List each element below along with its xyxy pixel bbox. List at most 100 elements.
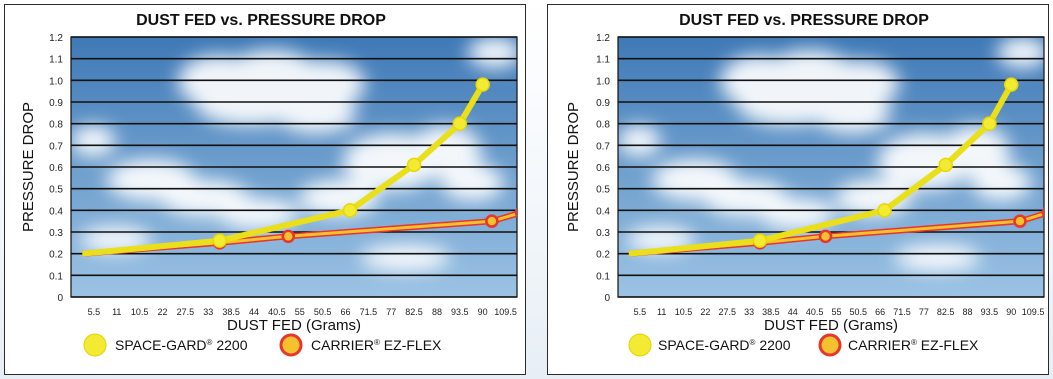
y-tick-label: 0.7 bbox=[596, 141, 610, 152]
legend-label-tail: EZ-FLEX bbox=[917, 337, 979, 353]
x-tick-label: 11 bbox=[112, 307, 121, 317]
y-tick-label: 0 bbox=[57, 293, 63, 304]
legend-label-carrier: CARRIER® EZ-FLEX bbox=[848, 337, 979, 353]
y-tick-label: 0.6 bbox=[49, 163, 63, 174]
x-tick-label: 71.5 bbox=[893, 307, 911, 317]
x-tick-label: 27.5 bbox=[177, 307, 195, 317]
carrier-ez-flex-point bbox=[818, 229, 833, 244]
x-tick-label: 5.5 bbox=[634, 307, 647, 317]
legend-label-main: SPACE-GARD bbox=[658, 337, 750, 353]
x-tick-label: 55 bbox=[295, 307, 305, 317]
y-tick-label: 0.4 bbox=[49, 206, 63, 217]
y-tick-label: 0.8 bbox=[49, 120, 63, 131]
x-tick-label: 5.5 bbox=[88, 307, 101, 317]
space-gard-2200-point bbox=[877, 203, 892, 218]
x-tick-label: 27.5 bbox=[718, 307, 736, 317]
x-tick-label: 82.5 bbox=[937, 307, 955, 317]
y-tick-label: 1.2 bbox=[49, 33, 63, 44]
x-tick-label: 66 bbox=[875, 307, 885, 317]
chart-title: DUST FED vs. PRESSURE DROP bbox=[679, 12, 929, 29]
x-tick-label: 77 bbox=[919, 307, 929, 317]
x-tick-label: 93.5 bbox=[451, 307, 469, 317]
y-tick-label: 0.6 bbox=[596, 163, 610, 174]
space-gard-2200-line bbox=[628, 83, 1014, 257]
x-tick-label: 10.5 bbox=[131, 307, 149, 317]
x-axis-label: DUST FED (Grams) bbox=[227, 317, 361, 334]
x-tick-label: 109.5 bbox=[1022, 307, 1045, 317]
legend-label-sup: ® bbox=[911, 338, 917, 347]
y-tick-label: 0.1 bbox=[49, 271, 63, 282]
space-gard-2200-point bbox=[1003, 77, 1019, 92]
chart-right: 0 0.1 0.2 0.3 0.4 0.5 0.6 0.7 0.8 0.9 1.0 1.1 1.2 5.5… bbox=[565, 12, 1045, 357]
x-tick-label: 10.5 bbox=[675, 307, 693, 317]
y-tick-label: 1.1 bbox=[596, 55, 610, 66]
plot-border bbox=[70, 36, 518, 298]
y-tick-label: 0.3 bbox=[49, 228, 63, 239]
x-tick-label: 109.5 bbox=[494, 307, 517, 317]
cloud-background bbox=[618, 37, 1044, 271]
carrier-ez-flex-point bbox=[1013, 214, 1027, 228]
space-gard-2200-point bbox=[212, 233, 227, 248]
x-tick-label: 38.5 bbox=[222, 307, 240, 317]
space-gard-2200-point bbox=[982, 116, 997, 131]
y-tick-label: 0.3 bbox=[596, 228, 610, 239]
y-tick-label: 0.1 bbox=[596, 271, 610, 282]
x-tick-label: 38.5 bbox=[762, 307, 780, 317]
legend-label-tail: 2200 bbox=[755, 337, 790, 353]
x-tick-label: 55 bbox=[831, 307, 841, 317]
legend-marker-space-gard bbox=[83, 333, 107, 357]
x-tick-label: 22 bbox=[157, 307, 167, 317]
carrier-ez-flex-point bbox=[485, 214, 499, 228]
x-tick-label: 71.5 bbox=[360, 307, 378, 317]
legend-marker-carrier bbox=[279, 333, 303, 357]
y-tick-label: 0.4 bbox=[596, 206, 610, 217]
legend-label-tail: EZ-FLEX bbox=[380, 337, 442, 353]
y-tick-label: 1.2 bbox=[596, 33, 610, 44]
carrier-ez-flex-point bbox=[281, 229, 296, 244]
x-tick-label: 88 bbox=[432, 307, 442, 317]
space-gard-2200-point bbox=[752, 233, 768, 248]
plot-border bbox=[617, 36, 1045, 298]
x-tick-label: 33 bbox=[203, 307, 213, 317]
x-tick-label: 11 bbox=[657, 307, 666, 317]
legend-label-space-gard: SPACE-GARD® 2200 bbox=[658, 337, 791, 353]
chart-title: DUST FED vs. PRESSURE DROP bbox=[136, 12, 386, 29]
chart-panel-right: 0 0.1 0.2 0.3 0.4 0.5 0.6 0.7 0.8 0.9 1.0 1.1 1.2 5.5… bbox=[547, 4, 1049, 375]
chart-left: 0 0.1 0.2 0.3 0.4 0.5 0.6 0.7 0.8 0.9 1.0 1.1 1.2 5.5… bbox=[20, 12, 518, 357]
x-tick-label: 40.5 bbox=[268, 307, 286, 317]
x-tick-label: 44 bbox=[788, 307, 798, 317]
chart-panel-left: 0 0.1 0.2 0.3 0.4 0.5 0.6 0.7 0.8 0.9 1.0 1.1 1.2 5.5… bbox=[4, 4, 526, 375]
legend-marker-space-gard bbox=[628, 333, 652, 357]
series-layer bbox=[82, 77, 517, 257]
carrier-ez-flex-point bbox=[1041, 207, 1044, 218]
legend-label-space-gard: SPACE-GARD® 2200 bbox=[115, 337, 248, 353]
y-tick-label: 1.0 bbox=[49, 76, 63, 87]
x-tick-label: 50.5 bbox=[850, 307, 868, 317]
legend-label-main: CARRIER bbox=[311, 337, 374, 353]
legend-label-main: SPACE-GARD bbox=[115, 337, 207, 353]
x-tick-label: 50.5 bbox=[314, 307, 332, 317]
y-tick-label: 0.2 bbox=[596, 250, 610, 261]
space-gard-2200-point bbox=[452, 116, 468, 131]
space-gard-2200-point bbox=[475, 77, 490, 92]
y-axis-label: PRESSURE DROP bbox=[20, 102, 37, 232]
x-tick-label: 22 bbox=[700, 307, 710, 317]
x-axis-label: DUST FED (Grams) bbox=[764, 317, 898, 334]
y-tick-label: 0 bbox=[604, 293, 610, 304]
legend-label-sup: ® bbox=[207, 338, 213, 347]
y-tick-label: 0.9 bbox=[596, 98, 610, 109]
y-tick-label: 0.5 bbox=[596, 185, 610, 196]
legend-label-sup: ® bbox=[750, 338, 756, 347]
y-tick-label: 0.2 bbox=[49, 250, 63, 261]
x-tick-label: 82.5 bbox=[405, 307, 423, 317]
legend-label-tail: 2200 bbox=[212, 337, 247, 353]
x-tick-label: 90 bbox=[478, 307, 488, 317]
x-tick-label: 40.5 bbox=[806, 307, 824, 317]
legend-label-carrier: CARRIER® EZ-FLEX bbox=[311, 337, 442, 353]
y-tick-label: 0.8 bbox=[596, 120, 610, 131]
legend-label-main: CARRIER bbox=[848, 337, 911, 353]
carrier-ez-flex-point bbox=[514, 207, 517, 218]
y-tick-label: 0.5 bbox=[49, 185, 63, 196]
y-tick-label: 0.7 bbox=[49, 141, 63, 152]
y-tick-label: 0.9 bbox=[49, 98, 63, 109]
